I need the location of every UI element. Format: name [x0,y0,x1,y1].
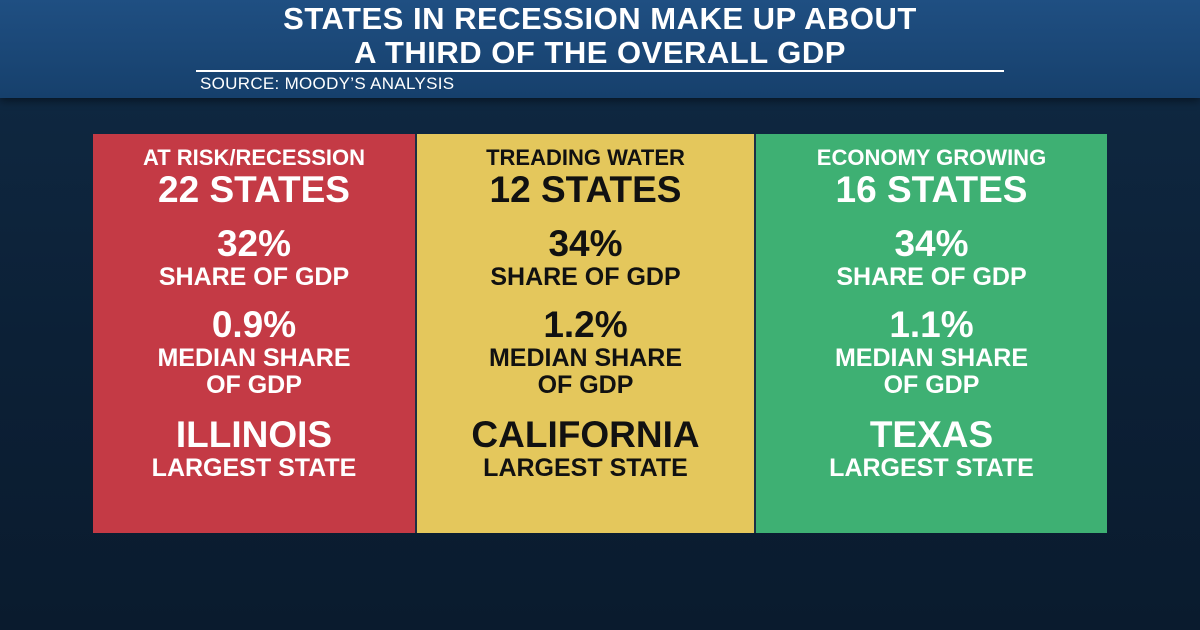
largest-state-label: LARGEST STATE [483,454,688,482]
panel-state-count: 22 STATES [158,169,350,210]
category-panels: AT RISK/RECESSION 22 STATES 32% SHARE OF… [93,134,1107,533]
median-share-label-2: OF GDP [537,371,634,399]
median-share-label-1: MEDIAN SHARE [834,344,1029,372]
panel-treading-water: TREADING WATER 12 STATES 34% SHARE OF GD… [415,134,756,533]
share-of-gdp-value: 32% [216,223,292,264]
share-of-gdp-label: SHARE OF GDP [158,263,350,291]
median-share-label-2: OF GDP [883,371,980,399]
panel-state-count: 12 STATES [489,169,682,210]
panel-at-risk-recession: AT RISK/RECESSION 22 STATES 32% SHARE OF… [93,134,415,533]
largest-state-name: ILLINOIS [175,414,333,455]
share-of-gdp-value: 34% [894,223,969,264]
median-share-value: 1.2% [543,304,628,345]
source-credit: SOURCE: MOODY’S ANALYSIS [200,74,455,93]
share-of-gdp-label: SHARE OF GDP [836,263,1027,291]
largest-state-name: CALIFORNIA [471,414,700,455]
share-of-gdp-value: 34% [548,223,623,264]
panel-state-count: 16 STATES [835,169,1028,210]
share-of-gdp-label: SHARE OF GDP [490,263,681,291]
headline-line-2: A THIRD OF THE OVERALL GDP [354,35,846,70]
headline: STATES IN RECESSION MAKE UP ABOUT A THIR… [0,2,1200,70]
largest-state-label: LARGEST STATE [151,454,357,482]
median-share-label-1: MEDIAN SHARE [157,344,351,372]
panel-label: ECONOMY GROWING [816,145,1047,170]
median-share-value: 0.9% [211,304,297,345]
header-banner: STATES IN RECESSION MAKE UP ABOUT A THIR… [0,0,1200,98]
panel-label: TREADING WATER [486,145,685,170]
panel-economy-growing: ECONOMY GROWING 16 STATES 34% SHARE OF G… [756,134,1107,533]
panel-label: AT RISK/RECESSION [142,145,366,170]
median-share-label-2: OF GDP [206,371,302,399]
headline-line-1: STATES IN RECESSION MAKE UP ABOUT [283,1,917,36]
header-divider [196,70,1004,72]
largest-state-label: LARGEST STATE [829,454,1034,482]
median-share-value: 1.1% [889,304,974,345]
largest-state-name: TEXAS [869,414,994,455]
median-share-label-1: MEDIAN SHARE [488,344,683,372]
